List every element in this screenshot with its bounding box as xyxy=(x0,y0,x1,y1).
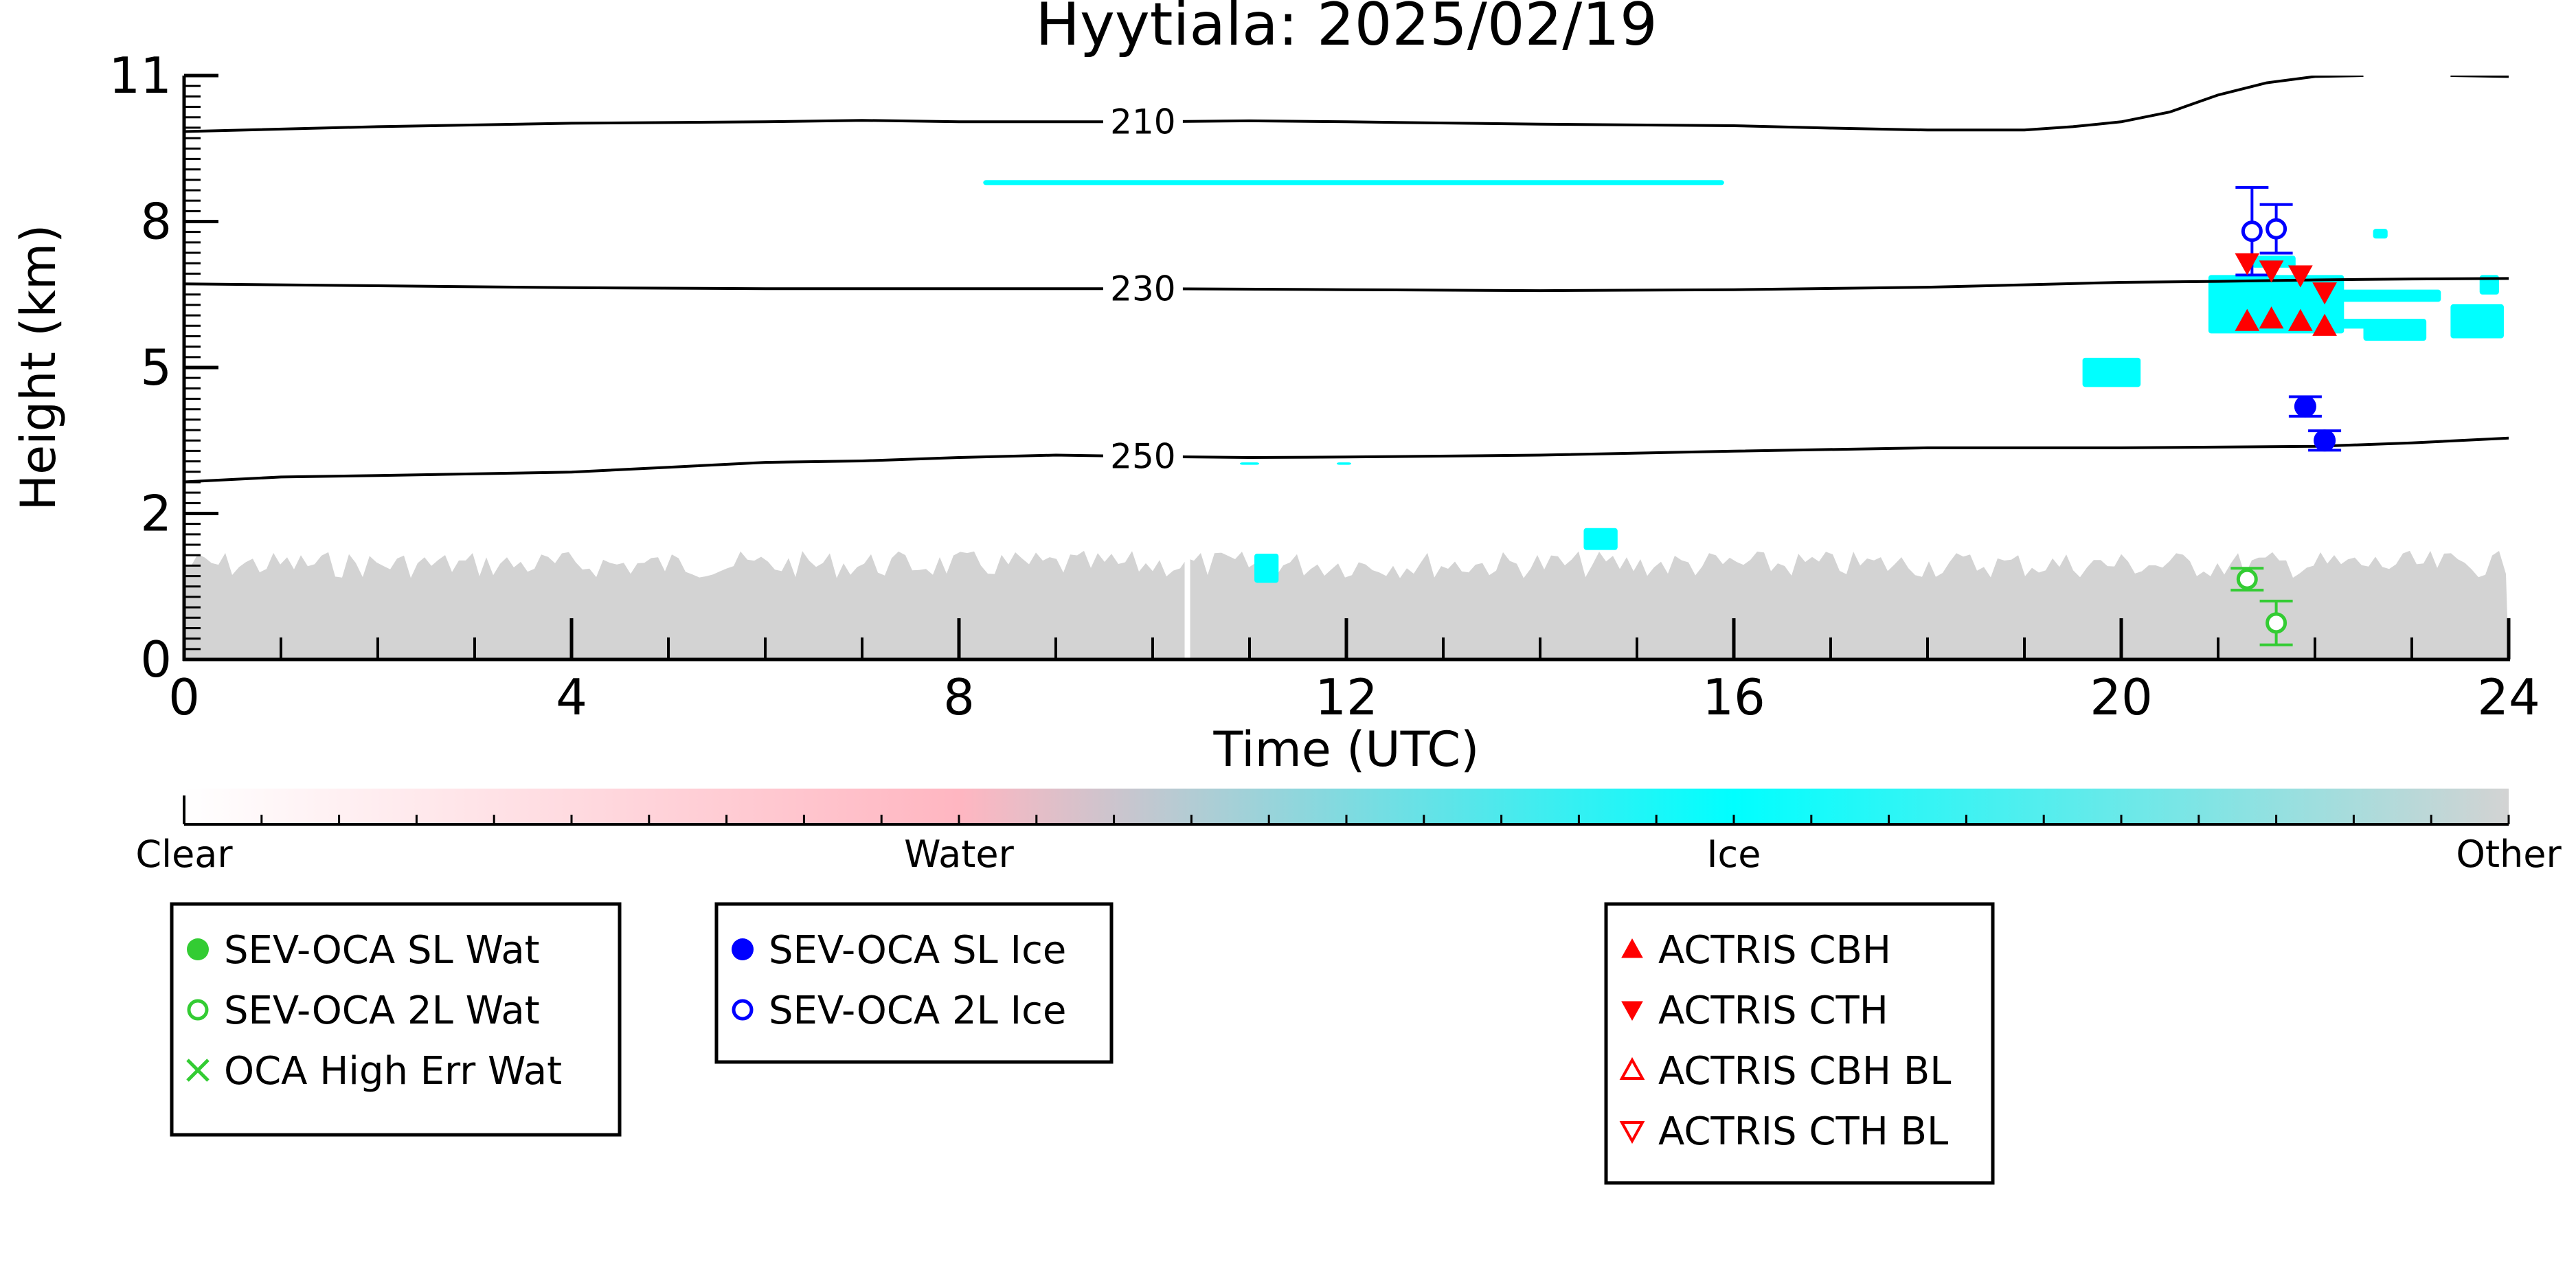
ice-region xyxy=(983,180,1724,185)
plot-area xyxy=(184,76,2509,659)
y-tick-label: 11 xyxy=(109,47,172,104)
ice-region xyxy=(1336,462,1352,465)
sev-oca-2l-wat-point xyxy=(2236,568,2258,590)
sev-oca-sl-ice-point xyxy=(2314,429,2336,452)
legend-label: SEV-OCA SL Wat xyxy=(224,928,540,973)
data-gap xyxy=(1184,550,1190,659)
ice-region xyxy=(1583,528,1618,550)
actris-cbh-point xyxy=(2235,308,2260,331)
legend-label: SEV-OCA SL Ice xyxy=(769,928,1066,973)
x-tick-label: 20 xyxy=(2090,668,2153,726)
colorbar-label-clear: Clear xyxy=(135,833,233,876)
observation-markers xyxy=(2230,185,2342,646)
legend-label: ACTRIS CTH xyxy=(1658,988,1888,1033)
legend-marker-open-triangle-up xyxy=(1619,1057,1645,1080)
legend-label: ACTRIS CBH xyxy=(1658,928,1891,973)
actris-cth-point xyxy=(2259,260,2284,283)
y-tick-label: 8 xyxy=(140,193,172,251)
chart-title: Hyytiala: 2025/02/19 xyxy=(1035,0,1657,59)
colorbar-label-ice: Ice xyxy=(1707,833,1761,876)
ice-region xyxy=(2325,289,2441,302)
contour-label-bg xyxy=(1103,269,1183,308)
colorbar-label-water: Water xyxy=(904,833,1014,876)
x-tick-label: 12 xyxy=(1315,668,1378,726)
legend-marker-open-circle xyxy=(187,999,209,1021)
x-axis-label: Time (UTC) xyxy=(1213,721,1480,778)
y-tick-label: 0 xyxy=(140,631,172,688)
y-axis-label: Height (km) xyxy=(10,225,67,511)
y-tick-label: 2 xyxy=(140,485,172,543)
contour-line-210 xyxy=(184,76,2364,133)
legend-marker-open-triangle-down xyxy=(1619,1121,1645,1144)
other-region xyxy=(184,550,2509,659)
legend-label: ACTRIS CBH BL xyxy=(1658,1049,1951,1094)
x-tick-label: 0 xyxy=(168,668,200,726)
legend-label: OCA High Err Wat xyxy=(224,1049,562,1094)
x-tick-label: 8 xyxy=(943,668,975,726)
ice-region xyxy=(2450,304,2504,339)
legend: SEV-OCA SL Wat SEV-OCA 2L Wat OCA High Err… xyxy=(170,902,1995,1185)
contour-label-210: 210 xyxy=(1110,102,1175,142)
x-tick-label: 4 xyxy=(556,668,587,726)
ice-region xyxy=(2373,229,2388,239)
axes: 0 2 5 8 11 0 4 8 12 16 20 24 xyxy=(109,47,2540,726)
contour-line-250 xyxy=(184,436,2509,484)
sev-oca-sl-ice-point xyxy=(2294,395,2316,418)
ice-region xyxy=(1254,553,1279,583)
legend-marker-filled-circle xyxy=(732,938,754,960)
contour-label-250: 250 xyxy=(1110,436,1175,476)
colorbar-label-other: Other xyxy=(2456,833,2562,876)
legend-box-2 xyxy=(714,902,1114,1064)
legend-label: SEV-OCA 2L Ice xyxy=(769,988,1066,1033)
x-tick-label: 24 xyxy=(2477,668,2540,726)
sev-oca-2l-ice-point xyxy=(2266,218,2287,240)
actris-cbh-point xyxy=(2288,308,2313,331)
legend-marker-open-circle xyxy=(732,999,754,1021)
contour-label-bg xyxy=(1103,102,1183,142)
contour-label-230: 230 xyxy=(1110,269,1175,308)
ice-region xyxy=(2363,319,2427,341)
temperature-contours xyxy=(184,76,2509,484)
legend-marker-filled-triangle-down xyxy=(1621,1001,1643,1021)
other-class-region xyxy=(184,550,2509,659)
actris-cbh-point xyxy=(2312,313,2337,336)
ice-region xyxy=(1239,462,1260,465)
x-tick-label: 16 xyxy=(1702,668,1765,726)
legend-label: SEV-OCA 2L Wat xyxy=(224,988,540,1033)
legend-marker-filled-triangle-up xyxy=(1621,938,1643,958)
y-tick-label: 5 xyxy=(140,339,172,396)
contour-labels: 210 230 250 xyxy=(1103,102,1183,476)
contour-line-230 xyxy=(184,277,2509,293)
contour-label-bg xyxy=(1103,437,1183,476)
actris-cbh-point xyxy=(2259,306,2284,329)
actris-cth-point xyxy=(2235,253,2260,275)
ice-region xyxy=(2082,357,2141,387)
sev-oca-2l-ice-point xyxy=(2241,221,2263,242)
actris-cth-point xyxy=(2288,265,2313,288)
legend-box-1 xyxy=(170,902,622,1137)
legend-marker-filled-circle xyxy=(187,938,209,960)
actris-cth-point xyxy=(2312,282,2337,305)
phase-colorbar: Clear Water Ice Other xyxy=(135,789,2562,876)
legend-box-3 xyxy=(1604,902,1995,1185)
legend-label: ACTRIS CTH BL xyxy=(1658,1109,1948,1154)
legend-marker-x xyxy=(186,1059,210,1082)
sev-oca-2l-wat-point xyxy=(2266,612,2287,634)
